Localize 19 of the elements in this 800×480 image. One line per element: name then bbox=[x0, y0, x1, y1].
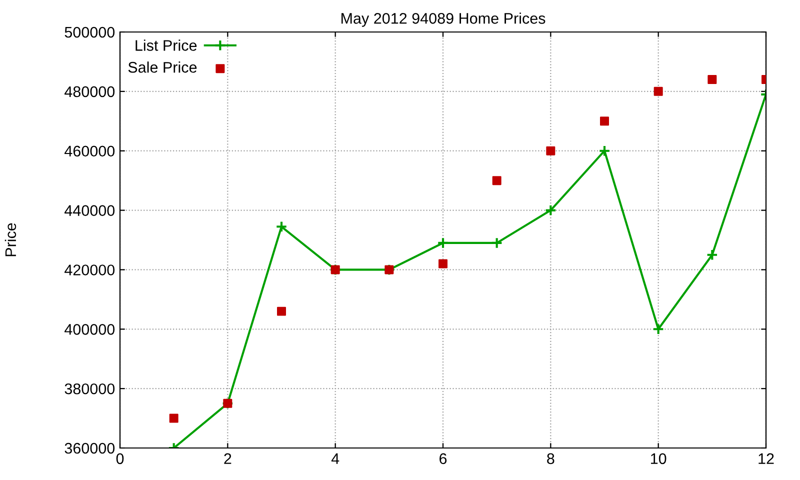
y-tick-label: 480000 bbox=[64, 86, 115, 98]
x-tick-label: 2 bbox=[224, 453, 232, 464]
chart-title: May 2012 94089 Home Prices bbox=[342, 12, 546, 27]
x-tick-label: 8 bbox=[547, 453, 554, 464]
legend-label: List Price bbox=[136, 40, 197, 51]
y-tick-label: 380000 bbox=[64, 383, 115, 394]
y-tick-label: 460000 bbox=[64, 146, 115, 157]
x-tick-label: 0 bbox=[116, 453, 124, 464]
x-tick-label: 12 bbox=[758, 453, 774, 464]
y-tick-label: 400000 bbox=[64, 324, 115, 335]
y-tick-label: 440000 bbox=[64, 205, 115, 216]
y-axis-title: Price bbox=[4, 223, 16, 256]
y-tick-label: 500000 bbox=[64, 26, 115, 38]
x-tick-label: 6 bbox=[440, 453, 447, 464]
legend-label: Sale Price bbox=[128, 62, 197, 73]
x-tick-label: 10 bbox=[651, 453, 666, 464]
y-tick-label: 360000 bbox=[64, 442, 115, 454]
x-tick-label: 4 bbox=[331, 453, 340, 464]
y-tick-label: 420000 bbox=[64, 264, 115, 276]
